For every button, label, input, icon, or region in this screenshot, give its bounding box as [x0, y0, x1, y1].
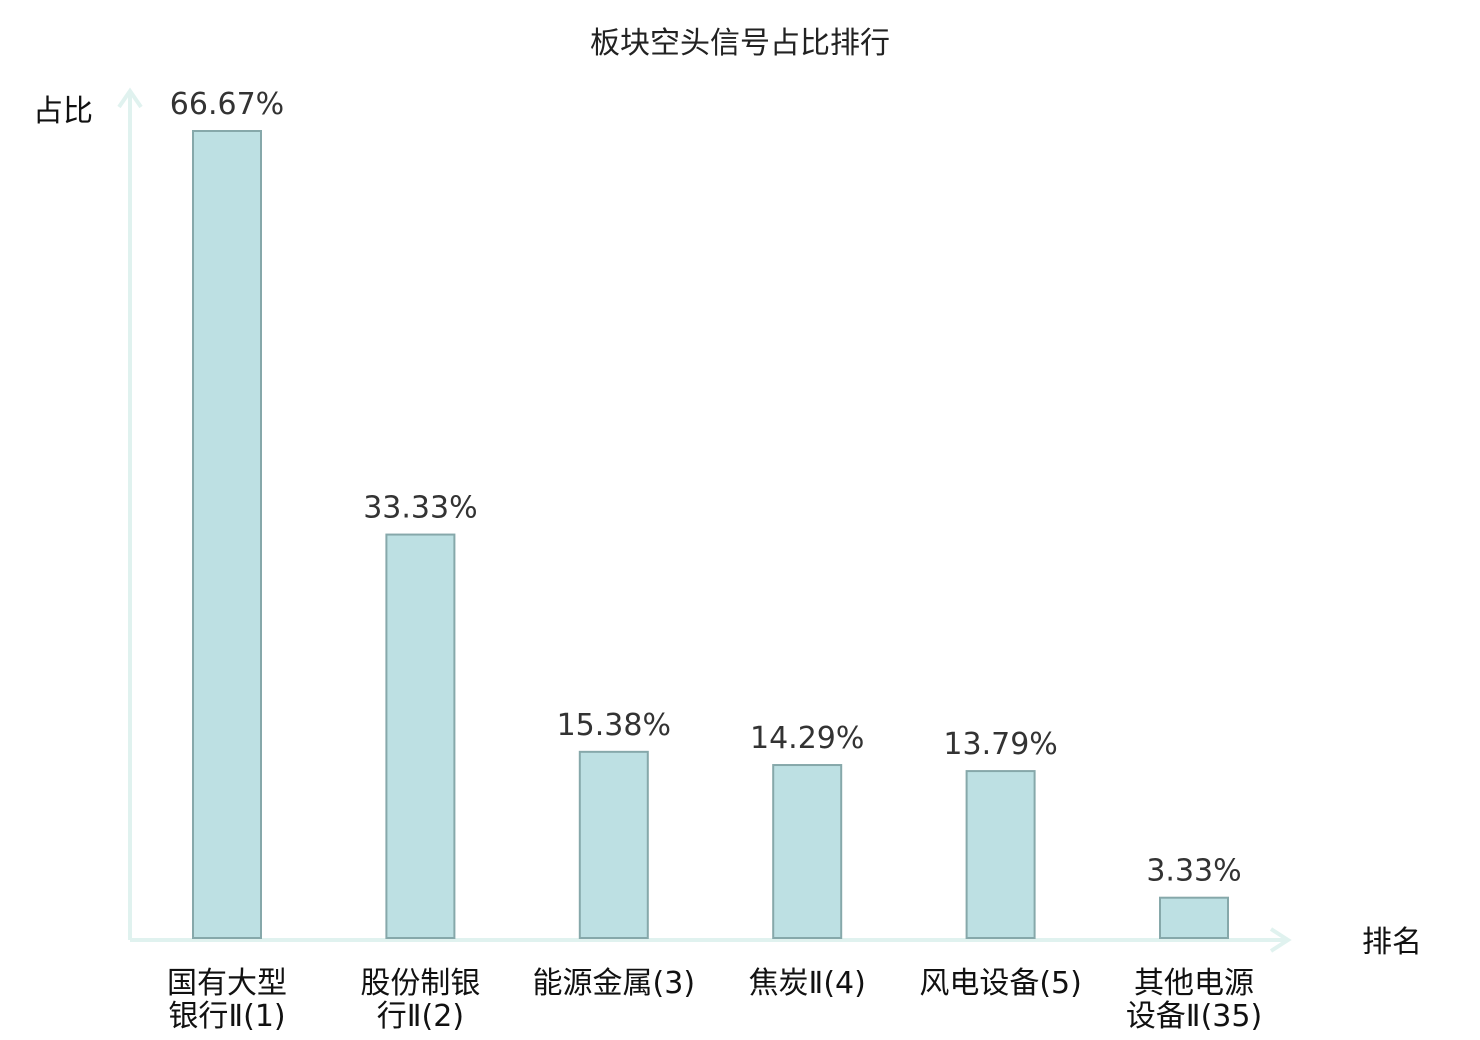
bars [192, 130, 1229, 940]
category-label-6-line-1: 其他电源 [1134, 966, 1254, 1001]
bar-2 [385, 533, 456, 940]
category-label-5-line-1: 风电设备(5) [919, 966, 1082, 1001]
category-label-6-line-2: 设备Ⅱ(35) [1126, 999, 1262, 1034]
x-axis-arrow [1269, 927, 1292, 953]
value-label-2: 33.33% [363, 491, 477, 526]
category-label-1-line-2: 银行Ⅱ(1) [168, 999, 285, 1034]
category-label-3-line-1: 能源金属(3) [533, 966, 696, 1001]
category-label-2-line-1: 股份制银 [360, 966, 480, 1001]
value-label-4: 14.29% [750, 721, 864, 756]
bar-5 [965, 770, 1036, 939]
x-axis-label: 排名 [1362, 925, 1422, 960]
bar-6 [1159, 896, 1229, 940]
bar-4 [772, 764, 843, 939]
bar-1 [192, 130, 262, 939]
category-label-1-line-1: 国有大型 [167, 966, 287, 1001]
y-axis-label: 占比 [33, 94, 93, 129]
bar-3 [578, 750, 649, 939]
value-label-5: 13.79% [943, 727, 1057, 762]
category-label-2-line-2: 行Ⅱ(2) [377, 999, 464, 1034]
category-label-4-line-1: 焦炭Ⅱ(4) [749, 966, 866, 1001]
value-label-6: 3.33% [1146, 854, 1241, 889]
chart-title: 板块空头信号占比排行 [590, 26, 890, 61]
value-label-3: 15.38% [557, 708, 671, 743]
value-label-1: 66.67% [170, 87, 284, 122]
y-axis-arrow [117, 87, 143, 109]
value-labels: 66.67% 33.33% 15.38% 14.29% 13.79% 3.33% [170, 87, 1242, 889]
axes [117, 87, 1292, 953]
